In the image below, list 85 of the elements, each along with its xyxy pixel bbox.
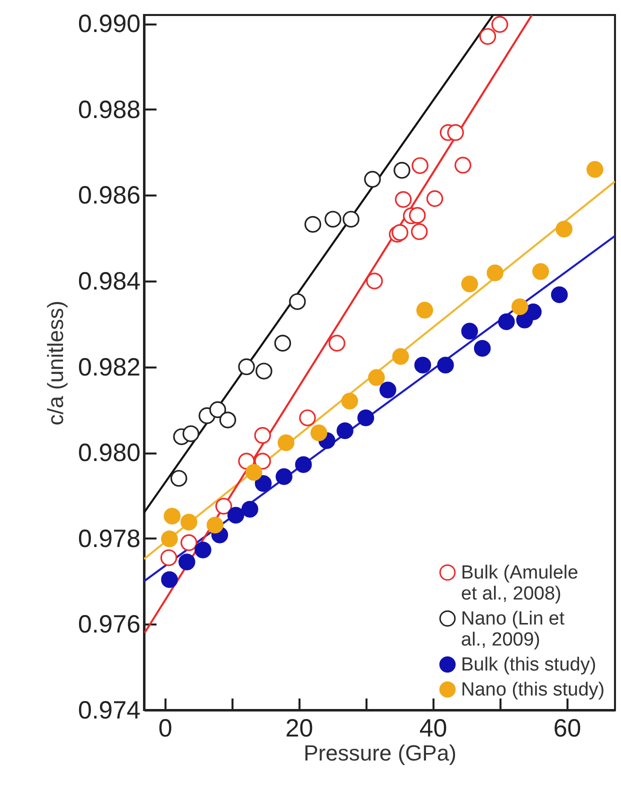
point [254,452,271,470]
legend-label: Nano (Lin et al., 2009) [461,608,566,650]
point [498,313,515,330]
point [486,264,504,282]
point [310,424,328,442]
x-axis-title: Pressure (GPa) [304,740,456,766]
x-tick-label: 0 [158,714,172,742]
y-tick-label: 0.986 [78,182,140,210]
point [447,124,464,141]
point [426,190,444,207]
point [524,304,542,320]
y-tick-label: 0.990 [78,10,140,38]
point [295,456,312,473]
point [556,220,572,238]
point [368,369,385,386]
y-tick-label: 0.988 [78,96,140,124]
point [256,362,272,380]
point [278,434,294,452]
point [366,272,383,290]
legend-label: Bulk (Amulele et al., 2008) [461,562,578,604]
y-axis-title: c/a (unitless) [42,300,68,426]
point [454,156,472,174]
point [206,516,224,534]
y-tick-label: 0.978 [78,524,140,553]
point [474,340,491,357]
point [342,210,360,228]
x-tick-label: 20 [285,714,314,742]
point [379,382,396,398]
point [299,409,316,426]
point [461,276,478,292]
point [341,392,358,410]
point [254,427,271,444]
point [414,356,432,374]
point [491,16,508,33]
point [479,28,496,45]
point [336,422,354,440]
point [551,286,568,304]
point [412,157,428,174]
legend-label: Bulk (this study) [461,654,596,676]
x-tick-label: 60 [553,714,582,742]
point [532,263,550,280]
y-tick-label: 0.982 [78,353,140,382]
point [392,224,408,241]
point [215,498,232,515]
point [254,475,272,492]
point [394,162,410,179]
point [461,322,478,340]
point [410,223,428,240]
point [328,334,346,352]
point [182,425,200,442]
point [180,534,198,552]
point [274,334,292,352]
point [289,293,306,310]
point [178,554,196,570]
point [180,514,198,530]
point [170,470,188,487]
y-tick-label: 0.984 [78,267,141,296]
point [437,356,454,374]
point [209,401,226,418]
point [304,216,322,233]
point [394,191,412,208]
point [245,464,262,481]
point [408,206,426,224]
point [161,530,178,548]
point [241,500,258,518]
point [194,542,212,558]
point [324,210,342,228]
point [238,358,255,376]
point [219,412,236,428]
point [164,508,181,524]
point [416,302,434,319]
x-tick-label: 40 [419,714,448,742]
point [511,298,528,316]
y-tick-label: 0.980 [78,439,140,468]
point [392,348,409,365]
point [586,161,604,178]
point [160,549,178,566]
point [227,506,244,524]
y-tick-label: 0.974 [78,696,141,724]
point [357,409,374,426]
point [364,170,381,188]
point [276,468,292,485]
y-tick-label: 0.976 [78,610,140,639]
point [161,571,178,588]
legend-label: Nano (this study) [461,680,605,700]
